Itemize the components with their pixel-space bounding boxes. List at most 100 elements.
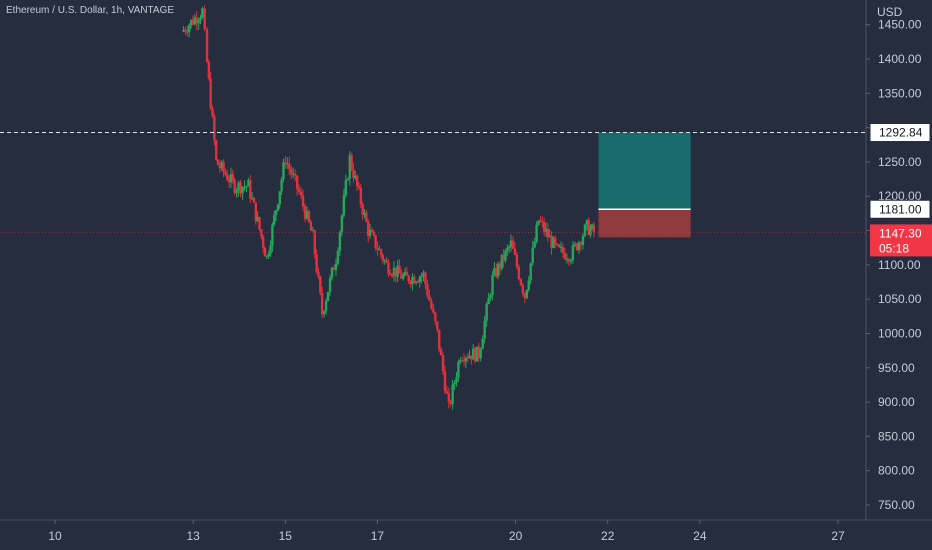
price-tick-label: 850.00: [878, 429, 915, 443]
candle-body: [561, 246, 565, 254]
candle-body: [269, 245, 272, 254]
candle-body: [261, 236, 265, 248]
candle-body: [468, 355, 471, 358]
candle-body: [288, 163, 291, 169]
candle-body: [455, 377, 458, 383]
candle-body: [460, 360, 464, 362]
candle-body: [422, 272, 425, 277]
candle-body: [315, 254, 318, 272]
candle-body: [473, 348, 477, 362]
candle-body: [326, 291, 330, 301]
candle-body: [481, 338, 484, 350]
candle-body: [379, 249, 383, 256]
candle-body: [571, 245, 575, 261]
candle-body: [403, 271, 407, 276]
candle-body: [243, 186, 246, 188]
position-tool[interactable]: [598, 132, 691, 238]
candle-body: [201, 8, 204, 18]
candle-body: [432, 308, 435, 313]
candle-body: [529, 263, 532, 281]
price-tick-label: 1400.00: [878, 52, 922, 66]
candle-body: [205, 29, 209, 62]
symbol-title: Ethereum / U.S. Dollar, 1h, VANTAGE: [6, 5, 175, 16]
candle-body: [247, 179, 250, 187]
candle-body: [290, 168, 293, 175]
candle-body: [565, 259, 569, 261]
candle-body: [357, 186, 361, 188]
candle-body: [470, 355, 473, 360]
candle-body: [381, 255, 385, 261]
candle-body: [592, 224, 596, 233]
candle-body: [215, 140, 218, 160]
candle-body: [464, 357, 468, 362]
level-price-badge-label: 1292.84: [879, 126, 923, 140]
candle-body: [557, 244, 561, 248]
candle-body: [284, 162, 287, 165]
candle-body: [233, 179, 236, 194]
candle-body: [299, 191, 303, 196]
candle-body: [301, 195, 305, 207]
candle-body: [338, 231, 342, 251]
candle-countdown-label: 05:18: [879, 241, 909, 255]
candle-body: [491, 274, 494, 295]
candle-body: [585, 219, 589, 225]
candle-body: [509, 240, 513, 247]
candle-body: [441, 355, 445, 372]
price-tick-label: 1100.00: [878, 258, 921, 272]
candle-body: [258, 216, 261, 230]
candle-body: [307, 210, 311, 222]
candle-body: [394, 267, 398, 277]
candle-body: [340, 215, 344, 232]
candle-body: [579, 242, 583, 245]
candle-body: [477, 346, 480, 359]
candle-body: [336, 250, 340, 264]
level-price-badge: [869, 123, 931, 143]
candle-body: [211, 108, 214, 117]
candle-body: [376, 248, 379, 251]
candle-body: [313, 230, 316, 255]
candle-body: [352, 169, 355, 179]
candle-body: [573, 243, 577, 246]
time-tick-label: 24: [693, 529, 707, 543]
candle-body: [453, 382, 456, 385]
candle-body: [199, 17, 202, 21]
candle-body: [322, 311, 326, 315]
candle-body: [195, 17, 198, 24]
candle-body: [449, 401, 452, 404]
candle-body: [511, 240, 515, 249]
candle-body: [368, 230, 372, 236]
candle-body: [226, 174, 229, 181]
candle-body: [546, 228, 550, 238]
time-tick-label: 10: [48, 529, 62, 543]
candle-body: [506, 248, 509, 251]
candle-body: [197, 20, 200, 24]
time-tick-label: 13: [186, 529, 200, 543]
last-price-badge: [870, 224, 932, 257]
candle-body: [342, 195, 346, 216]
candle-body: [443, 371, 447, 392]
candle-body: [466, 357, 469, 359]
candle-body: [457, 361, 460, 378]
candle-body: [182, 29, 185, 32]
candle-body: [493, 268, 496, 275]
candle-body: [589, 228, 592, 235]
candle-body: [207, 61, 211, 79]
candle-body: [387, 262, 390, 274]
candle-body: [587, 219, 590, 235]
candle-body: [235, 190, 238, 194]
price-tick-label: 950.00: [878, 361, 915, 375]
candle-body: [231, 174, 234, 180]
stop-zone: [598, 209, 691, 238]
candle-body: [184, 29, 187, 32]
candle-body: [239, 182, 242, 194]
candle-body: [451, 384, 454, 404]
candle-body: [330, 267, 334, 278]
candle-body: [398, 265, 401, 274]
candle-body: [507, 246, 511, 249]
candle-body: [485, 304, 488, 321]
candle-body: [346, 178, 350, 181]
candle-body: [525, 289, 528, 299]
